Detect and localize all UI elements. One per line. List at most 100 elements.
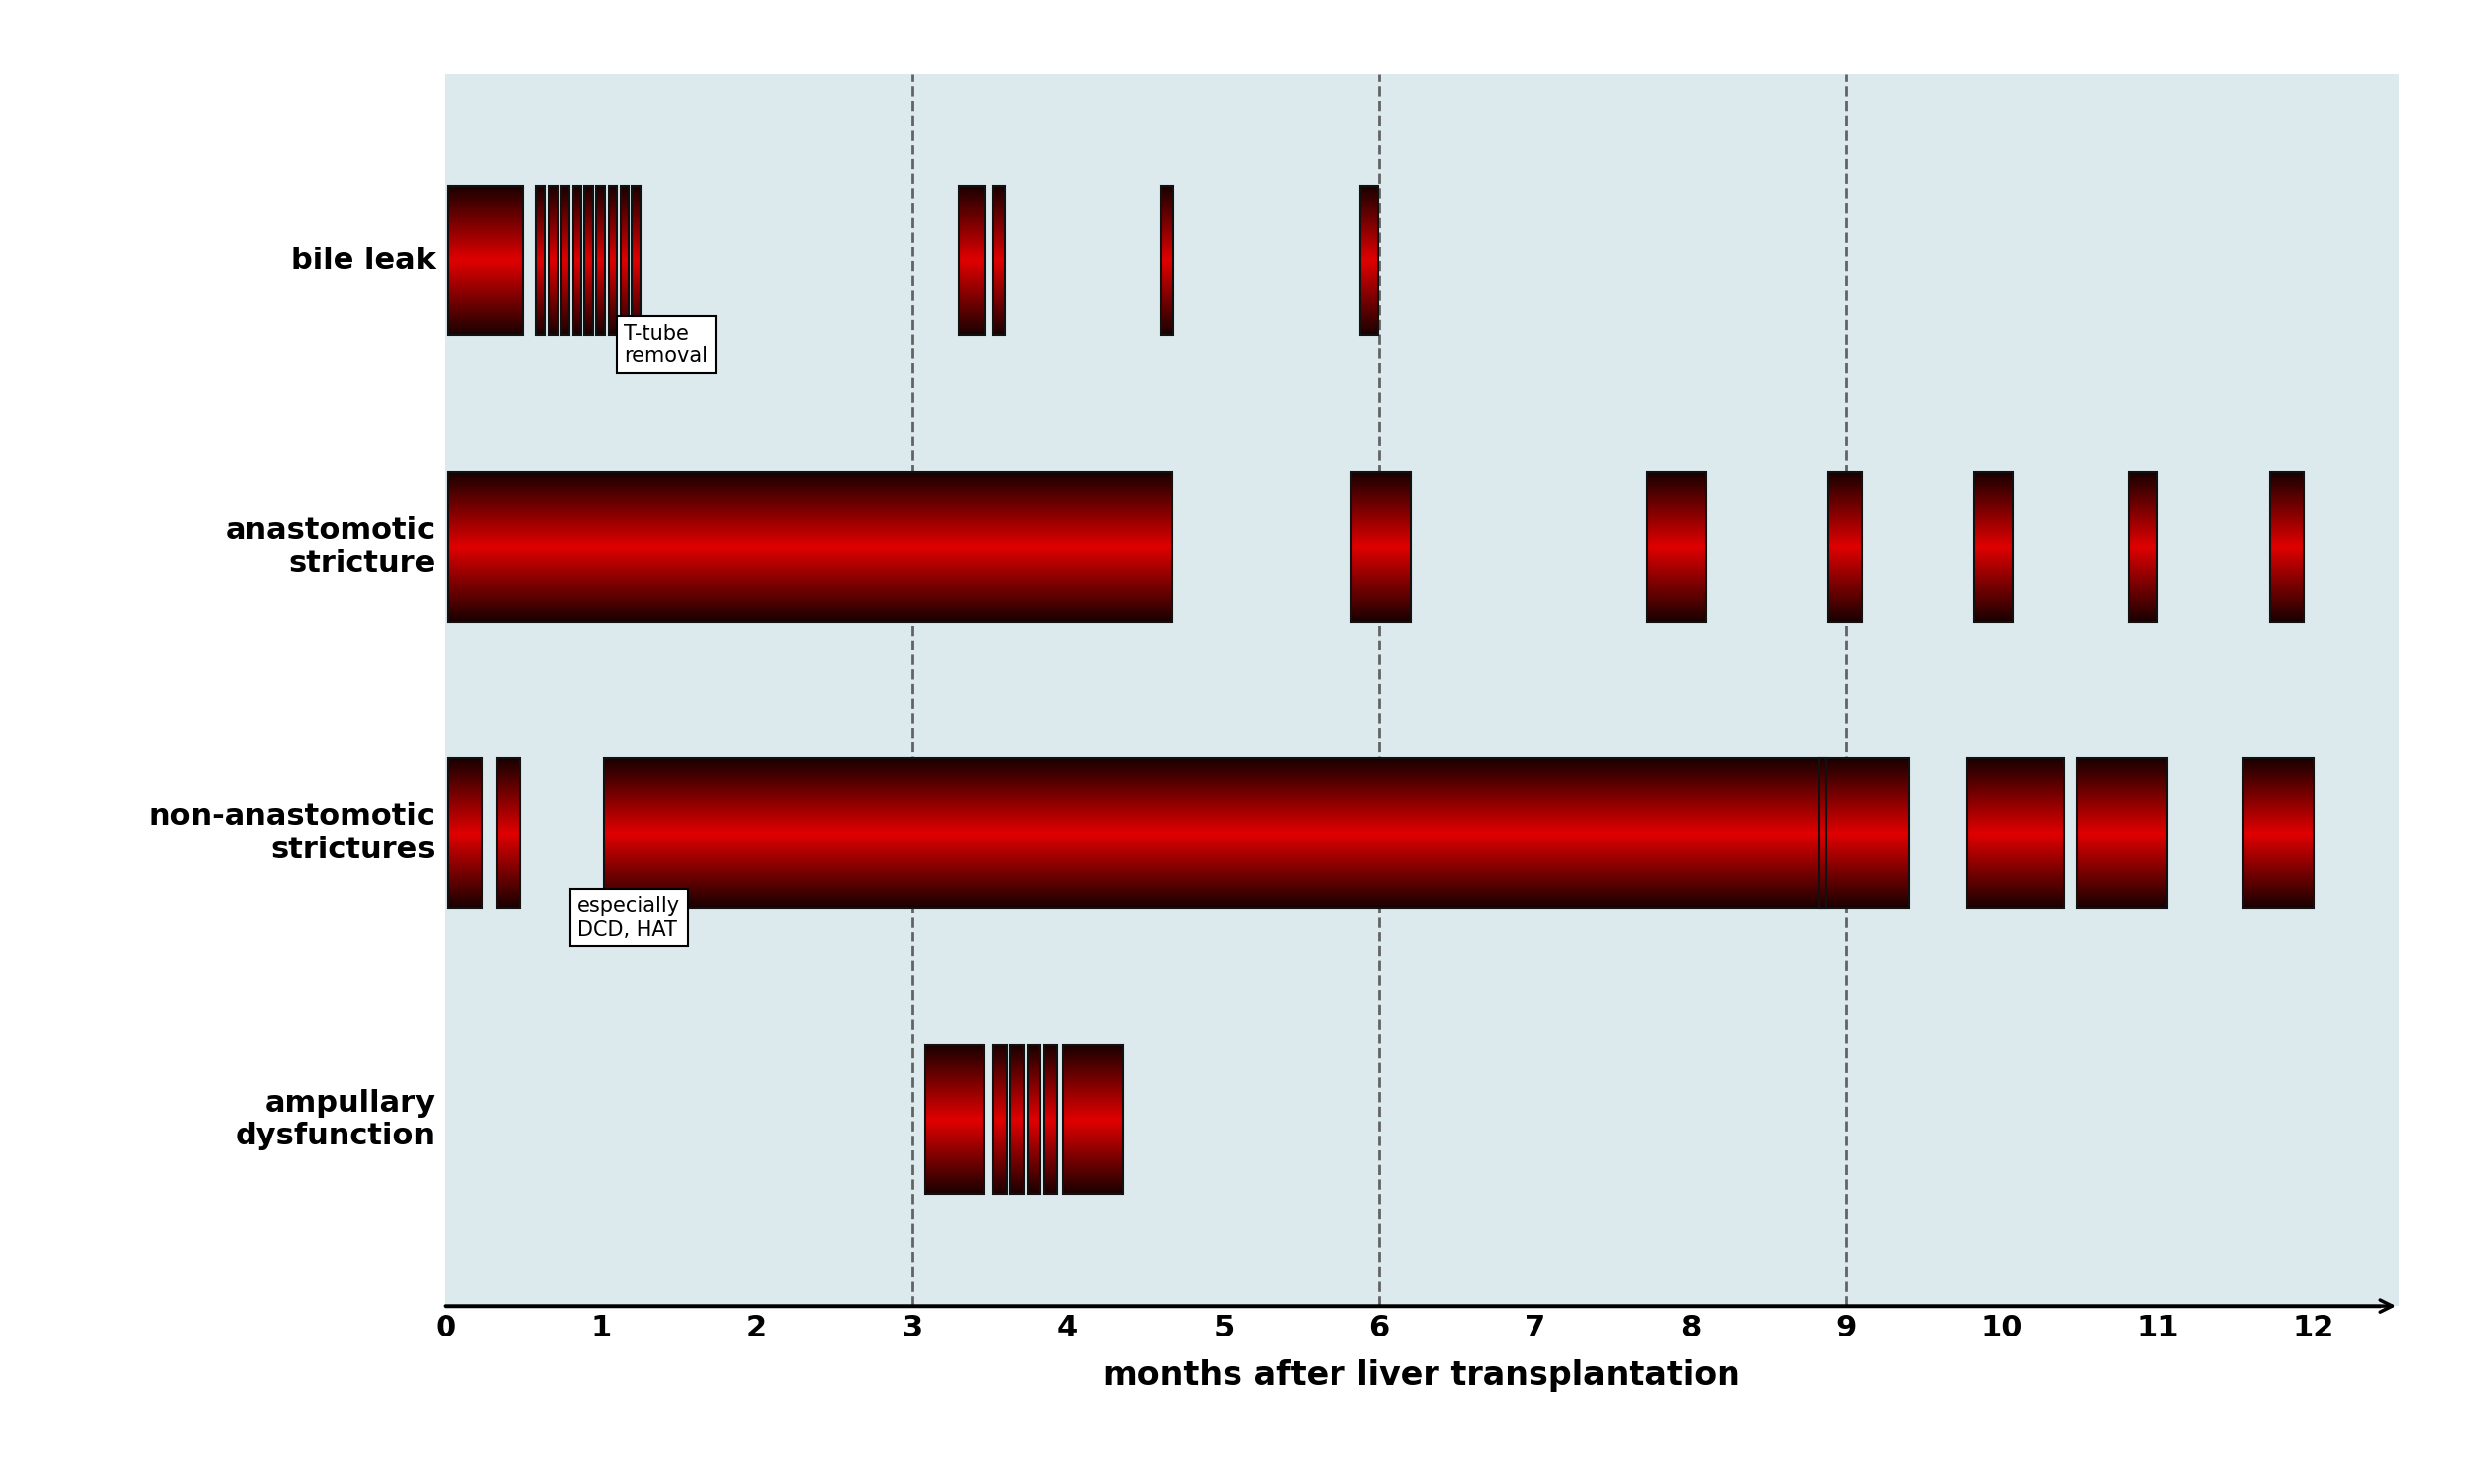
Bar bbox=[537, 300, 547, 301]
Bar bbox=[1973, 568, 2013, 571]
Bar bbox=[1818, 834, 1909, 837]
Bar bbox=[584, 292, 594, 295]
Bar bbox=[2077, 892, 2166, 893]
Bar bbox=[584, 300, 594, 301]
Bar bbox=[561, 300, 569, 301]
Bar bbox=[584, 283, 594, 286]
Bar bbox=[1828, 614, 1862, 616]
Bar bbox=[1063, 1085, 1123, 1086]
Bar bbox=[574, 227, 581, 229]
Bar bbox=[574, 313, 581, 315]
Bar bbox=[584, 230, 594, 232]
Bar bbox=[497, 844, 519, 847]
Bar bbox=[1969, 800, 2065, 801]
Bar bbox=[960, 223, 984, 224]
Bar bbox=[549, 313, 559, 315]
Bar bbox=[549, 246, 559, 248]
Bar bbox=[994, 237, 1004, 239]
Bar bbox=[561, 186, 569, 335]
Bar bbox=[1360, 329, 1377, 331]
Bar bbox=[621, 325, 628, 326]
Bar bbox=[497, 815, 519, 816]
Bar bbox=[1360, 312, 1377, 313]
Bar bbox=[633, 206, 641, 208]
Bar bbox=[1360, 325, 1377, 326]
Bar bbox=[1973, 510, 2013, 512]
Bar bbox=[497, 883, 519, 884]
Bar bbox=[561, 230, 569, 232]
Bar bbox=[448, 534, 1172, 536]
Bar bbox=[1063, 1066, 1123, 1067]
Bar bbox=[537, 328, 547, 329]
Bar bbox=[1011, 1147, 1024, 1149]
Bar bbox=[994, 249, 1004, 251]
Bar bbox=[549, 236, 559, 237]
Bar bbox=[537, 279, 547, 282]
Bar bbox=[2270, 475, 2305, 476]
Bar bbox=[633, 313, 641, 315]
Bar bbox=[1350, 549, 1410, 551]
Bar bbox=[561, 286, 569, 289]
Bar bbox=[1011, 1132, 1024, 1134]
Bar bbox=[2243, 886, 2312, 887]
Bar bbox=[621, 218, 628, 220]
Bar bbox=[448, 531, 1172, 533]
Bar bbox=[621, 322, 628, 324]
Bar bbox=[633, 211, 641, 212]
Bar bbox=[608, 298, 618, 300]
Bar bbox=[960, 295, 984, 297]
Bar bbox=[1350, 521, 1410, 522]
Bar bbox=[1973, 499, 2013, 500]
Bar bbox=[994, 1152, 1007, 1153]
Bar bbox=[994, 309, 1004, 310]
Bar bbox=[2077, 850, 2166, 852]
Bar bbox=[1063, 1060, 1123, 1061]
Bar bbox=[603, 870, 1825, 871]
Bar bbox=[1044, 1116, 1058, 1119]
Bar bbox=[994, 325, 1004, 326]
Bar bbox=[1063, 1119, 1123, 1122]
Bar bbox=[1063, 1181, 1123, 1183]
Bar bbox=[2243, 824, 2312, 825]
Bar bbox=[925, 1045, 984, 1046]
Bar bbox=[1063, 1192, 1123, 1193]
Bar bbox=[497, 876, 519, 877]
Bar bbox=[925, 1120, 984, 1123]
Bar bbox=[596, 255, 606, 257]
Bar bbox=[1350, 534, 1410, 536]
Bar bbox=[2243, 789, 2312, 791]
Bar bbox=[448, 816, 482, 818]
Bar bbox=[994, 1083, 1007, 1085]
Bar bbox=[2243, 773, 2312, 775]
Bar bbox=[1973, 502, 2013, 503]
Bar bbox=[1350, 617, 1410, 619]
Bar bbox=[574, 260, 581, 261]
Bar bbox=[1647, 524, 1706, 525]
Bar bbox=[537, 199, 547, 200]
Bar bbox=[1973, 573, 2013, 574]
Bar bbox=[994, 1066, 1007, 1067]
Bar bbox=[561, 186, 569, 187]
Bar bbox=[1647, 620, 1706, 622]
Bar bbox=[561, 245, 569, 246]
Bar bbox=[549, 252, 559, 254]
Bar bbox=[549, 220, 559, 221]
Bar bbox=[2243, 803, 2312, 804]
Bar bbox=[596, 240, 606, 242]
Bar bbox=[448, 211, 522, 212]
Bar bbox=[561, 249, 569, 251]
Bar bbox=[1350, 554, 1410, 556]
Bar bbox=[2243, 785, 2312, 787]
Bar bbox=[1011, 1171, 1024, 1172]
Bar bbox=[448, 246, 522, 248]
Bar bbox=[574, 211, 581, 212]
Bar bbox=[1026, 1116, 1041, 1119]
Bar bbox=[633, 226, 641, 227]
Bar bbox=[549, 191, 559, 193]
Bar bbox=[1360, 304, 1377, 306]
Bar bbox=[574, 186, 581, 335]
Bar bbox=[448, 324, 522, 325]
Bar bbox=[960, 220, 984, 221]
Bar bbox=[1044, 1051, 1058, 1052]
Bar bbox=[1350, 476, 1410, 478]
